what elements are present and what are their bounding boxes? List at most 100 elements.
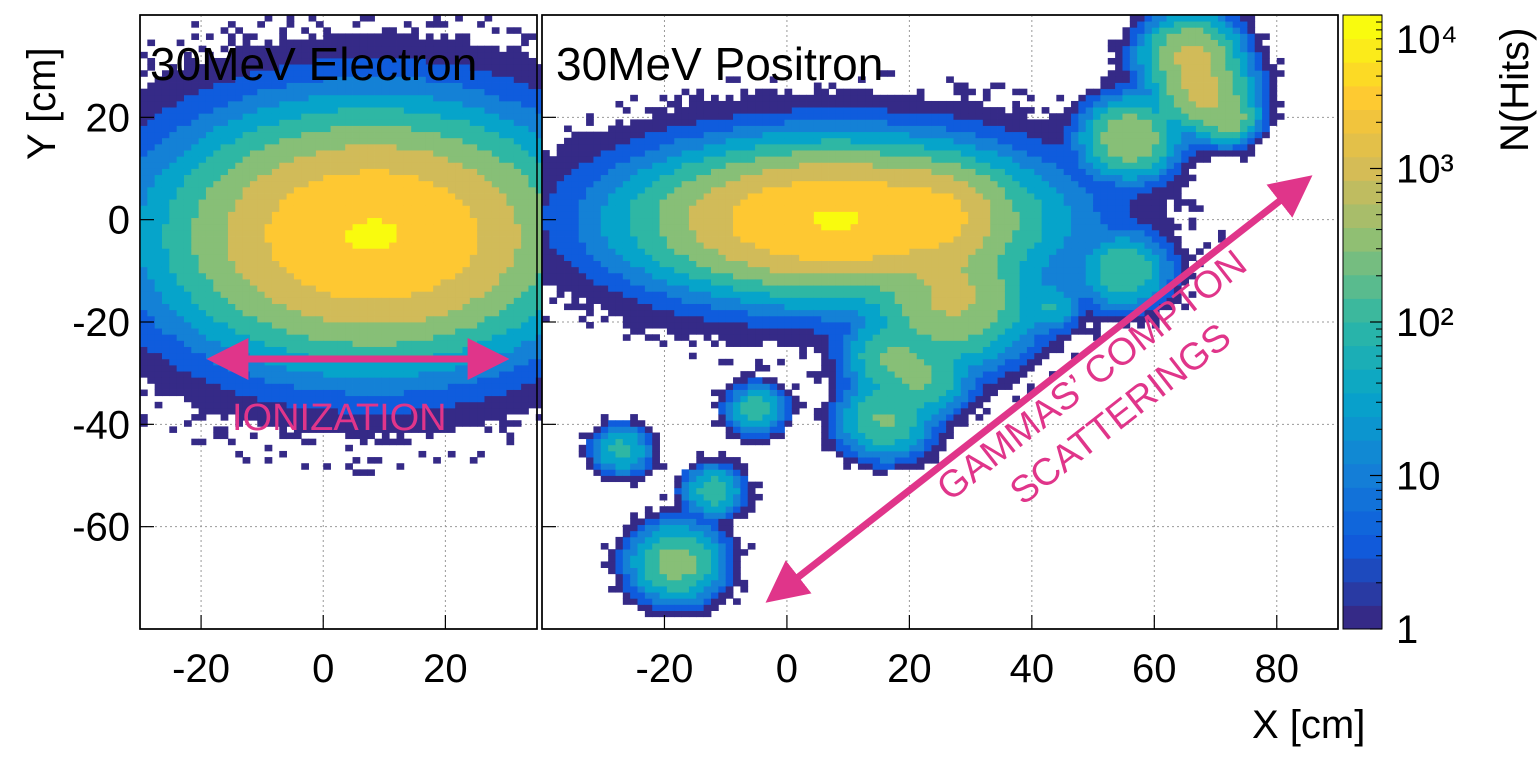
hit-bin [257,414,265,421]
hit-bin [161,229,170,237]
hit-bin [176,125,185,133]
hit-bin [367,236,375,243]
hit-bin [249,334,258,341]
hit-bin [161,156,170,163]
hit-bin [513,377,522,384]
hit-bin [359,199,368,206]
hit-bin [323,254,331,261]
hit-bin [161,82,170,90]
hit-bin [286,125,295,133]
hit-bin [425,199,434,206]
hit-bin [615,168,624,176]
hit-bin [352,266,361,274]
hit-bin [425,94,434,102]
hit-bin [477,21,485,28]
hit-bin [499,420,507,427]
hit-bin [264,113,273,120]
hit-bin [528,76,537,83]
hit-bin [593,457,602,464]
hit-bin [147,377,156,384]
hit-bin [411,107,419,114]
hit-bin [688,561,697,568]
hit-bin [666,193,675,200]
hit-bin [462,100,471,108]
hit-bin [403,279,412,286]
hit-bin [227,309,236,317]
hit-bin [637,315,646,323]
hit-bin [411,131,419,139]
hit-bin [535,371,544,378]
hit-bin [389,346,397,354]
hit-bin [411,371,419,378]
hit-bin [220,407,229,415]
hit-bin [477,272,485,280]
hit-bin [528,88,537,96]
hit-bin [411,414,419,421]
hit-bin [711,272,719,280]
hit-bin [279,57,287,65]
hit-bin [535,186,544,194]
hit-bin [696,100,705,108]
hit-bin [279,260,287,268]
hit-bin [666,555,675,562]
hit-bin [608,242,616,249]
hit-bin [718,512,727,519]
hit-bin [169,107,178,114]
hit-bin [411,137,419,145]
hit-bin [235,334,244,341]
hit-bin [652,549,660,556]
hit-bin [337,125,346,133]
hit-bin [213,193,222,200]
hit-bin [389,27,397,34]
hit-bin [396,340,405,347]
hit-bin [608,193,616,200]
hit-bin [688,100,697,108]
hit-bin [615,438,624,446]
hit-bin [242,389,251,397]
hit-bin [491,266,500,274]
hit-bin [403,340,412,347]
hit-bin [733,186,741,194]
hit-bin [477,143,485,151]
hit-bin [176,143,185,151]
hit-bin [681,536,690,544]
hit-bin [389,180,397,188]
hit-bin [725,414,734,421]
hit-bin [477,125,485,133]
hit-bin [418,328,427,335]
hit-bin [425,260,434,268]
hit-bin [154,143,163,151]
hit-bin [506,168,515,176]
hit-bin [659,586,668,593]
hit-bin [418,174,427,182]
hit-bin [703,543,712,550]
hit-bin [615,543,624,550]
hit-bin [718,236,727,243]
hit-bin [315,125,324,133]
hit-bin [411,285,419,292]
hit-bin [718,297,727,304]
hit-bin [499,279,507,286]
hit-bin [513,315,522,323]
hit-bin [176,309,185,317]
hit-bin [359,193,368,200]
hit-bin [403,438,412,446]
hit-bin [308,272,317,280]
hit-bin [264,39,273,47]
hit-bin [147,254,156,261]
hit-bin [220,414,229,421]
hit-bin [688,579,697,587]
hit-bin [725,107,734,114]
hit-bin [205,285,214,292]
hit-bin [564,150,572,157]
hit-bin [521,364,529,372]
hit-bin [315,229,324,237]
hit-bin [535,315,544,323]
hit-bin [418,168,427,176]
hit-bin [249,291,258,298]
hit-bin [140,285,148,292]
hit-bin [469,199,478,206]
hit-bin [301,395,309,403]
hit-bin [711,168,719,176]
hit-bin [147,266,156,274]
